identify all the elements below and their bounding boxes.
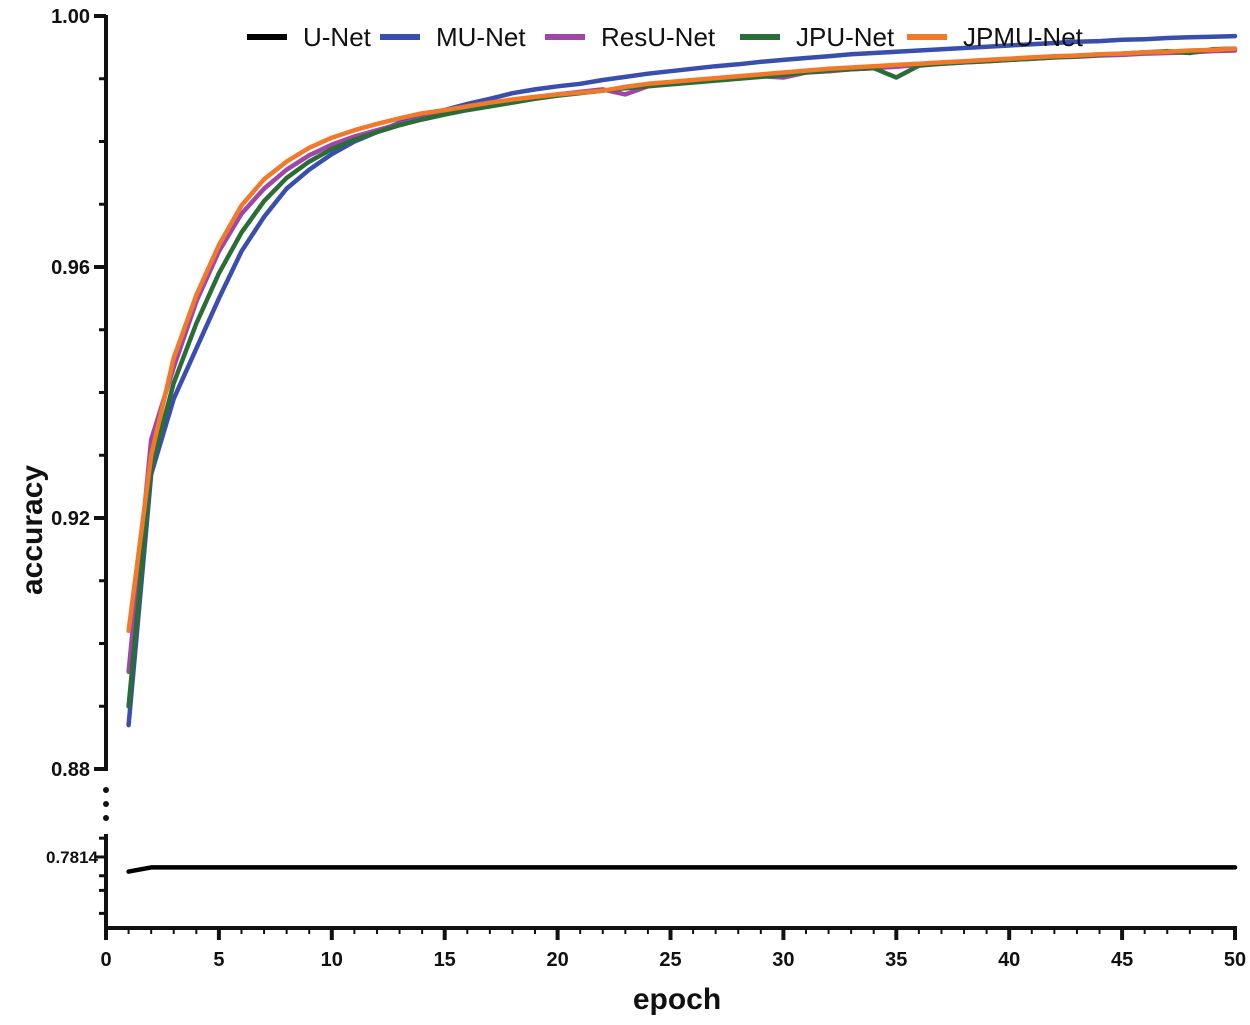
x-tick-label: 15 <box>434 949 456 971</box>
series-line-resu-net <box>126 48 1238 674</box>
y-special-label: 0.7814 <box>46 848 99 867</box>
legend-item-u-net: U-Net <box>247 22 372 52</box>
ticks: 1.00 0.96 0.92 0.88 0.7814 0 5 10 15 20 25 30 35 40 45… <box>46 6 1246 971</box>
x-tick-label: 30 <box>772 949 794 971</box>
legend-label: ResU-Net <box>601 22 716 52</box>
series-lines <box>126 33 1238 874</box>
y-tick-label: 0.96 <box>51 257 90 279</box>
x-tick-label: 25 <box>659 949 681 971</box>
legend-label: U-Net <box>303 22 372 52</box>
x-tick-label: 40 <box>998 949 1020 971</box>
series-line-u-net <box>126 865 1238 874</box>
series-line-jpmu-net <box>126 46 1238 634</box>
y-tick-label: 1.00 <box>51 6 90 28</box>
legend-item-jpu-net: JPU-Net <box>740 22 895 52</box>
axes <box>103 15 1237 930</box>
series-line-mu-net <box>126 33 1238 728</box>
legend-label: JPU-Net <box>796 22 895 52</box>
legend-item-resu-net: ResU-Net <box>545 22 716 52</box>
axis-break-dot <box>103 801 109 807</box>
legend-label: MU-Net <box>436 22 526 52</box>
x-tick-label: 50 <box>1224 949 1246 971</box>
legend-item-jpmu-net: JPMU-Net <box>907 22 1084 52</box>
legend-label: JPMU-Net <box>963 22 1084 52</box>
series-line-jpu-net <box>126 46 1238 709</box>
x-tick-label: 20 <box>546 949 568 971</box>
y-tick-label: 0.88 <box>51 759 90 781</box>
x-tick-label: 45 <box>1111 949 1133 971</box>
x-tick-label: 35 <box>885 949 907 971</box>
x-axis-title: epoch <box>633 983 721 1016</box>
x-tick-label: 0 <box>100 949 111 971</box>
x-tick-label: 5 <box>213 949 224 971</box>
axis-break-dot <box>103 815 109 821</box>
y-axis-title: accuracy <box>16 465 49 595</box>
x-tick-label: 10 <box>321 949 343 971</box>
legend-item-mu-net: MU-Net <box>380 22 526 52</box>
y-tick-label: 0.92 <box>51 508 90 530</box>
legend: U-Net MU-Net ResU-Net JPU-Net JPMU-Net <box>247 22 1084 52</box>
axis-break-dot <box>103 787 109 793</box>
